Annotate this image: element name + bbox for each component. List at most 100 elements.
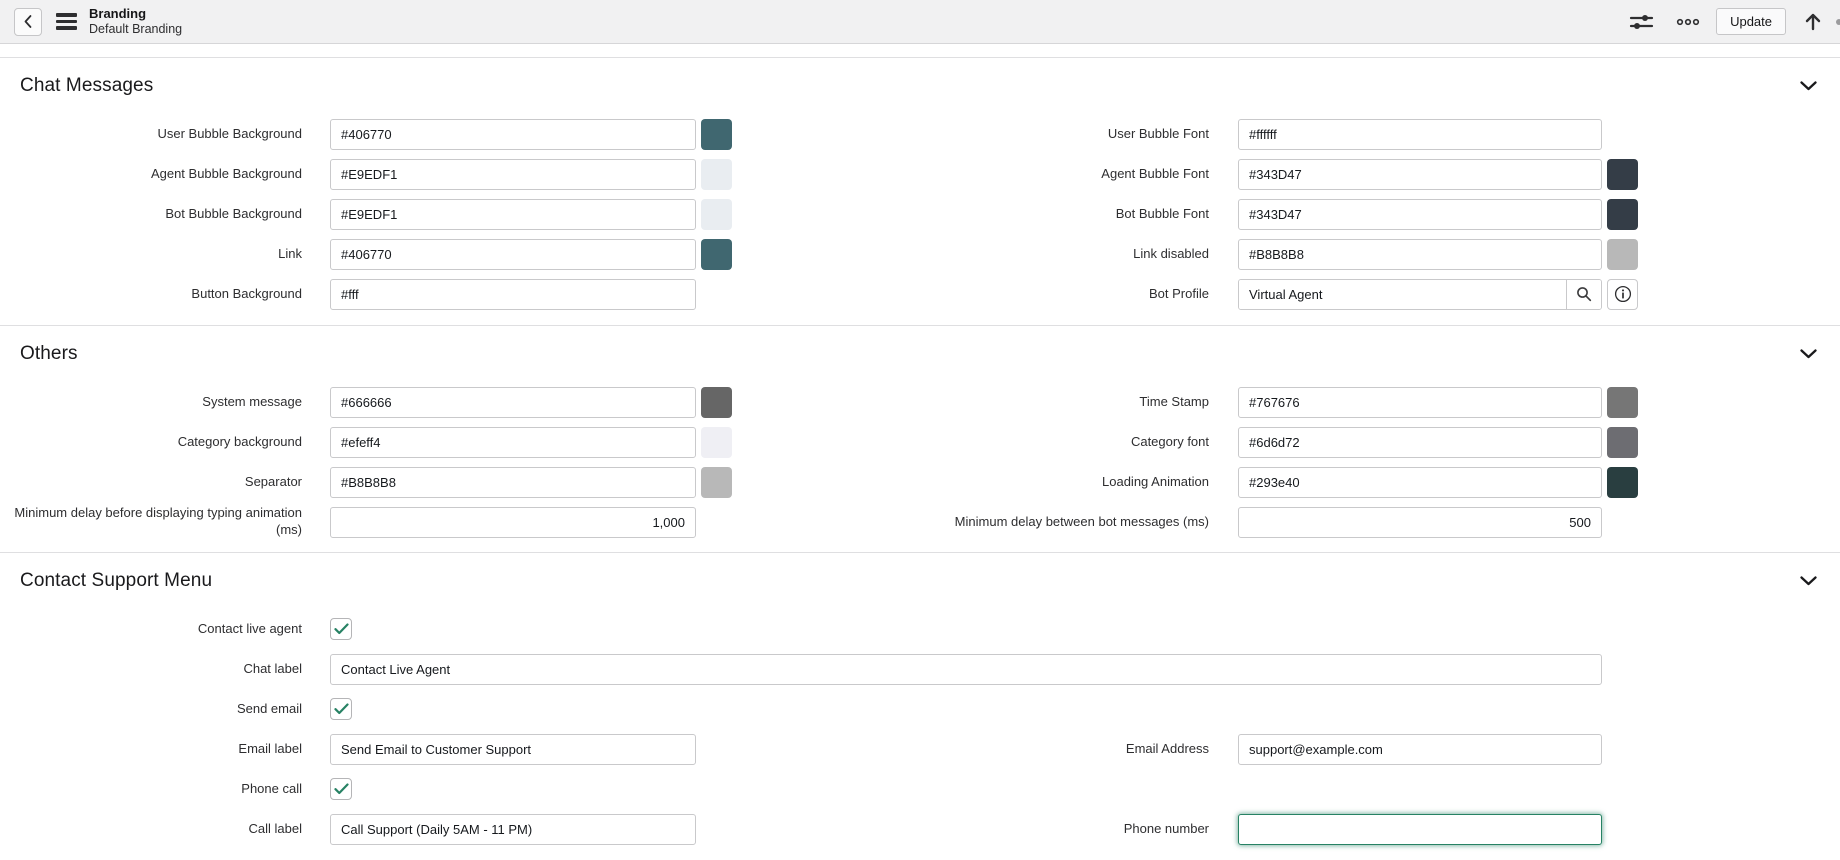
time-stamp-input[interactable] [1238,386,1602,418]
field-label: Category background [177,433,302,449]
user-bubble-background-input[interactable] [330,118,696,150]
field-label: Bot Profile [1149,285,1209,301]
form-row: Chat label [0,649,1840,689]
section-chat-messages: Chat Messages User Bubble Background Use… [0,57,1840,314]
section-contact-support-menu: Contact Support Menu Contact live agent … [0,552,1840,849]
color-swatch[interactable] [1607,238,1638,270]
separator-input[interactable] [330,466,696,498]
info-icon [1614,285,1632,303]
chevron-down-icon[interactable] [1800,576,1817,586]
color-swatch[interactable] [701,466,732,498]
field-label: Contact live agent [197,620,302,636]
search-icon [1576,286,1592,302]
color-swatch[interactable] [701,426,732,458]
record-subtitle: Default Branding [89,21,183,36]
checkmark-icon [333,703,349,715]
form-header-bar: Branding Default Branding [0,0,1840,44]
bot-bubble-background-input[interactable] [330,198,696,230]
field-label: User Bubble Font [1107,125,1209,141]
form-row: Bot Bubble Background Bot Bubble Font [0,194,1840,234]
chat-label-input[interactable] [330,653,1602,685]
field-label: Call label [248,820,302,836]
color-swatch[interactable] [701,198,732,230]
field-label: Bot Bubble Font [1115,205,1209,221]
field-label: Loading Animation [1102,473,1209,489]
clipped-edge-icon [1836,19,1840,25]
more-options-button[interactable] [1672,14,1704,30]
field-label: Email label [238,740,302,756]
link-color-input[interactable] [330,238,696,270]
user-bubble-font-input[interactable] [1238,118,1602,150]
update-button[interactable]: Update [1716,8,1786,35]
color-swatch[interactable] [701,386,732,418]
contact-live-agent-checkbox[interactable] [330,618,352,640]
system-message-input[interactable] [330,386,696,418]
agent-bubble-background-input[interactable] [330,158,696,190]
field-label: Separator [244,473,302,489]
field-label: User Bubble Background [157,125,302,141]
form-row: Button Background Bot Profile [0,274,1840,314]
color-swatch[interactable] [701,278,732,310]
sliders-icon [1629,12,1654,32]
chevron-left-icon [23,14,33,29]
field-label: Agent Bubble Font [1101,165,1209,181]
email-label-input[interactable] [330,733,696,765]
section-title-others: Others [20,343,78,364]
reference-info-button[interactable] [1607,278,1638,310]
lookup-search-button[interactable] [1566,279,1601,309]
chevron-down-icon[interactable] [1800,349,1817,359]
page-title: Branding [89,5,147,21]
form-row: Call label Phone number [0,809,1840,849]
field-label: Phone call [241,780,302,796]
color-swatch[interactable] [1607,466,1638,498]
bot-profile-input[interactable] [1239,279,1566,309]
email-address-input[interactable] [1238,733,1602,765]
chevron-down-icon[interactable] [1800,81,1817,91]
form-row: Category background Category font [0,422,1840,462]
loading-animation-input[interactable] [1238,466,1602,498]
section-title-chat-messages: Chat Messages [20,75,154,96]
field-label: Chat label [243,660,302,676]
typing-delay-input[interactable] [330,506,696,538]
color-swatch[interactable] [1607,118,1638,150]
back-button[interactable] [14,7,42,36]
field-label: System message [202,393,302,409]
category-font-input[interactable] [1238,426,1602,458]
phone-number-input[interactable] [1238,813,1602,845]
bot-bubble-font-input[interactable] [1238,198,1602,230]
field-label: Minimum delay before displaying typing a… [14,505,302,537]
form-row: Phone call [0,769,1840,809]
color-swatch[interactable] [701,238,732,270]
link-disabled-input[interactable] [1238,238,1602,270]
field-label: Category font [1130,433,1209,449]
send-email-checkbox[interactable] [330,698,352,720]
arrow-up-icon [1804,12,1822,31]
form-row: Link Link disabled [0,234,1840,274]
form-row: Separator Loading Animation [0,462,1840,502]
hamburger-menu-icon[interactable] [56,13,77,30]
scroll-to-top-button[interactable] [1800,8,1826,35]
field-label: Phone number [1123,820,1209,836]
phone-call-checkbox[interactable] [330,778,352,800]
category-background-input[interactable] [330,426,696,458]
color-swatch[interactable] [701,118,732,150]
color-swatch[interactable] [1607,386,1638,418]
checkmark-icon [333,623,349,635]
call-label-input[interactable] [330,813,696,845]
color-swatch[interactable] [701,158,732,190]
color-swatch[interactable] [1607,198,1638,230]
bot-message-delay-input[interactable] [1238,506,1602,538]
form-row: System message Time Stamp [0,382,1840,422]
button-background-input[interactable] [330,278,696,310]
section-title-contact-support-menu: Contact Support Menu [20,570,213,591]
more-options-icon [1676,18,1700,26]
field-label: Link [278,245,302,261]
checkmark-icon [333,783,349,795]
color-swatch[interactable] [1607,158,1638,190]
bot-profile-lookup [1238,278,1602,310]
form-row: Contact live agent [0,609,1840,649]
field-label: Send email [236,700,302,716]
color-swatch[interactable] [1607,426,1638,458]
personalize-form-button[interactable] [1625,8,1658,36]
agent-bubble-font-input[interactable] [1238,158,1602,190]
